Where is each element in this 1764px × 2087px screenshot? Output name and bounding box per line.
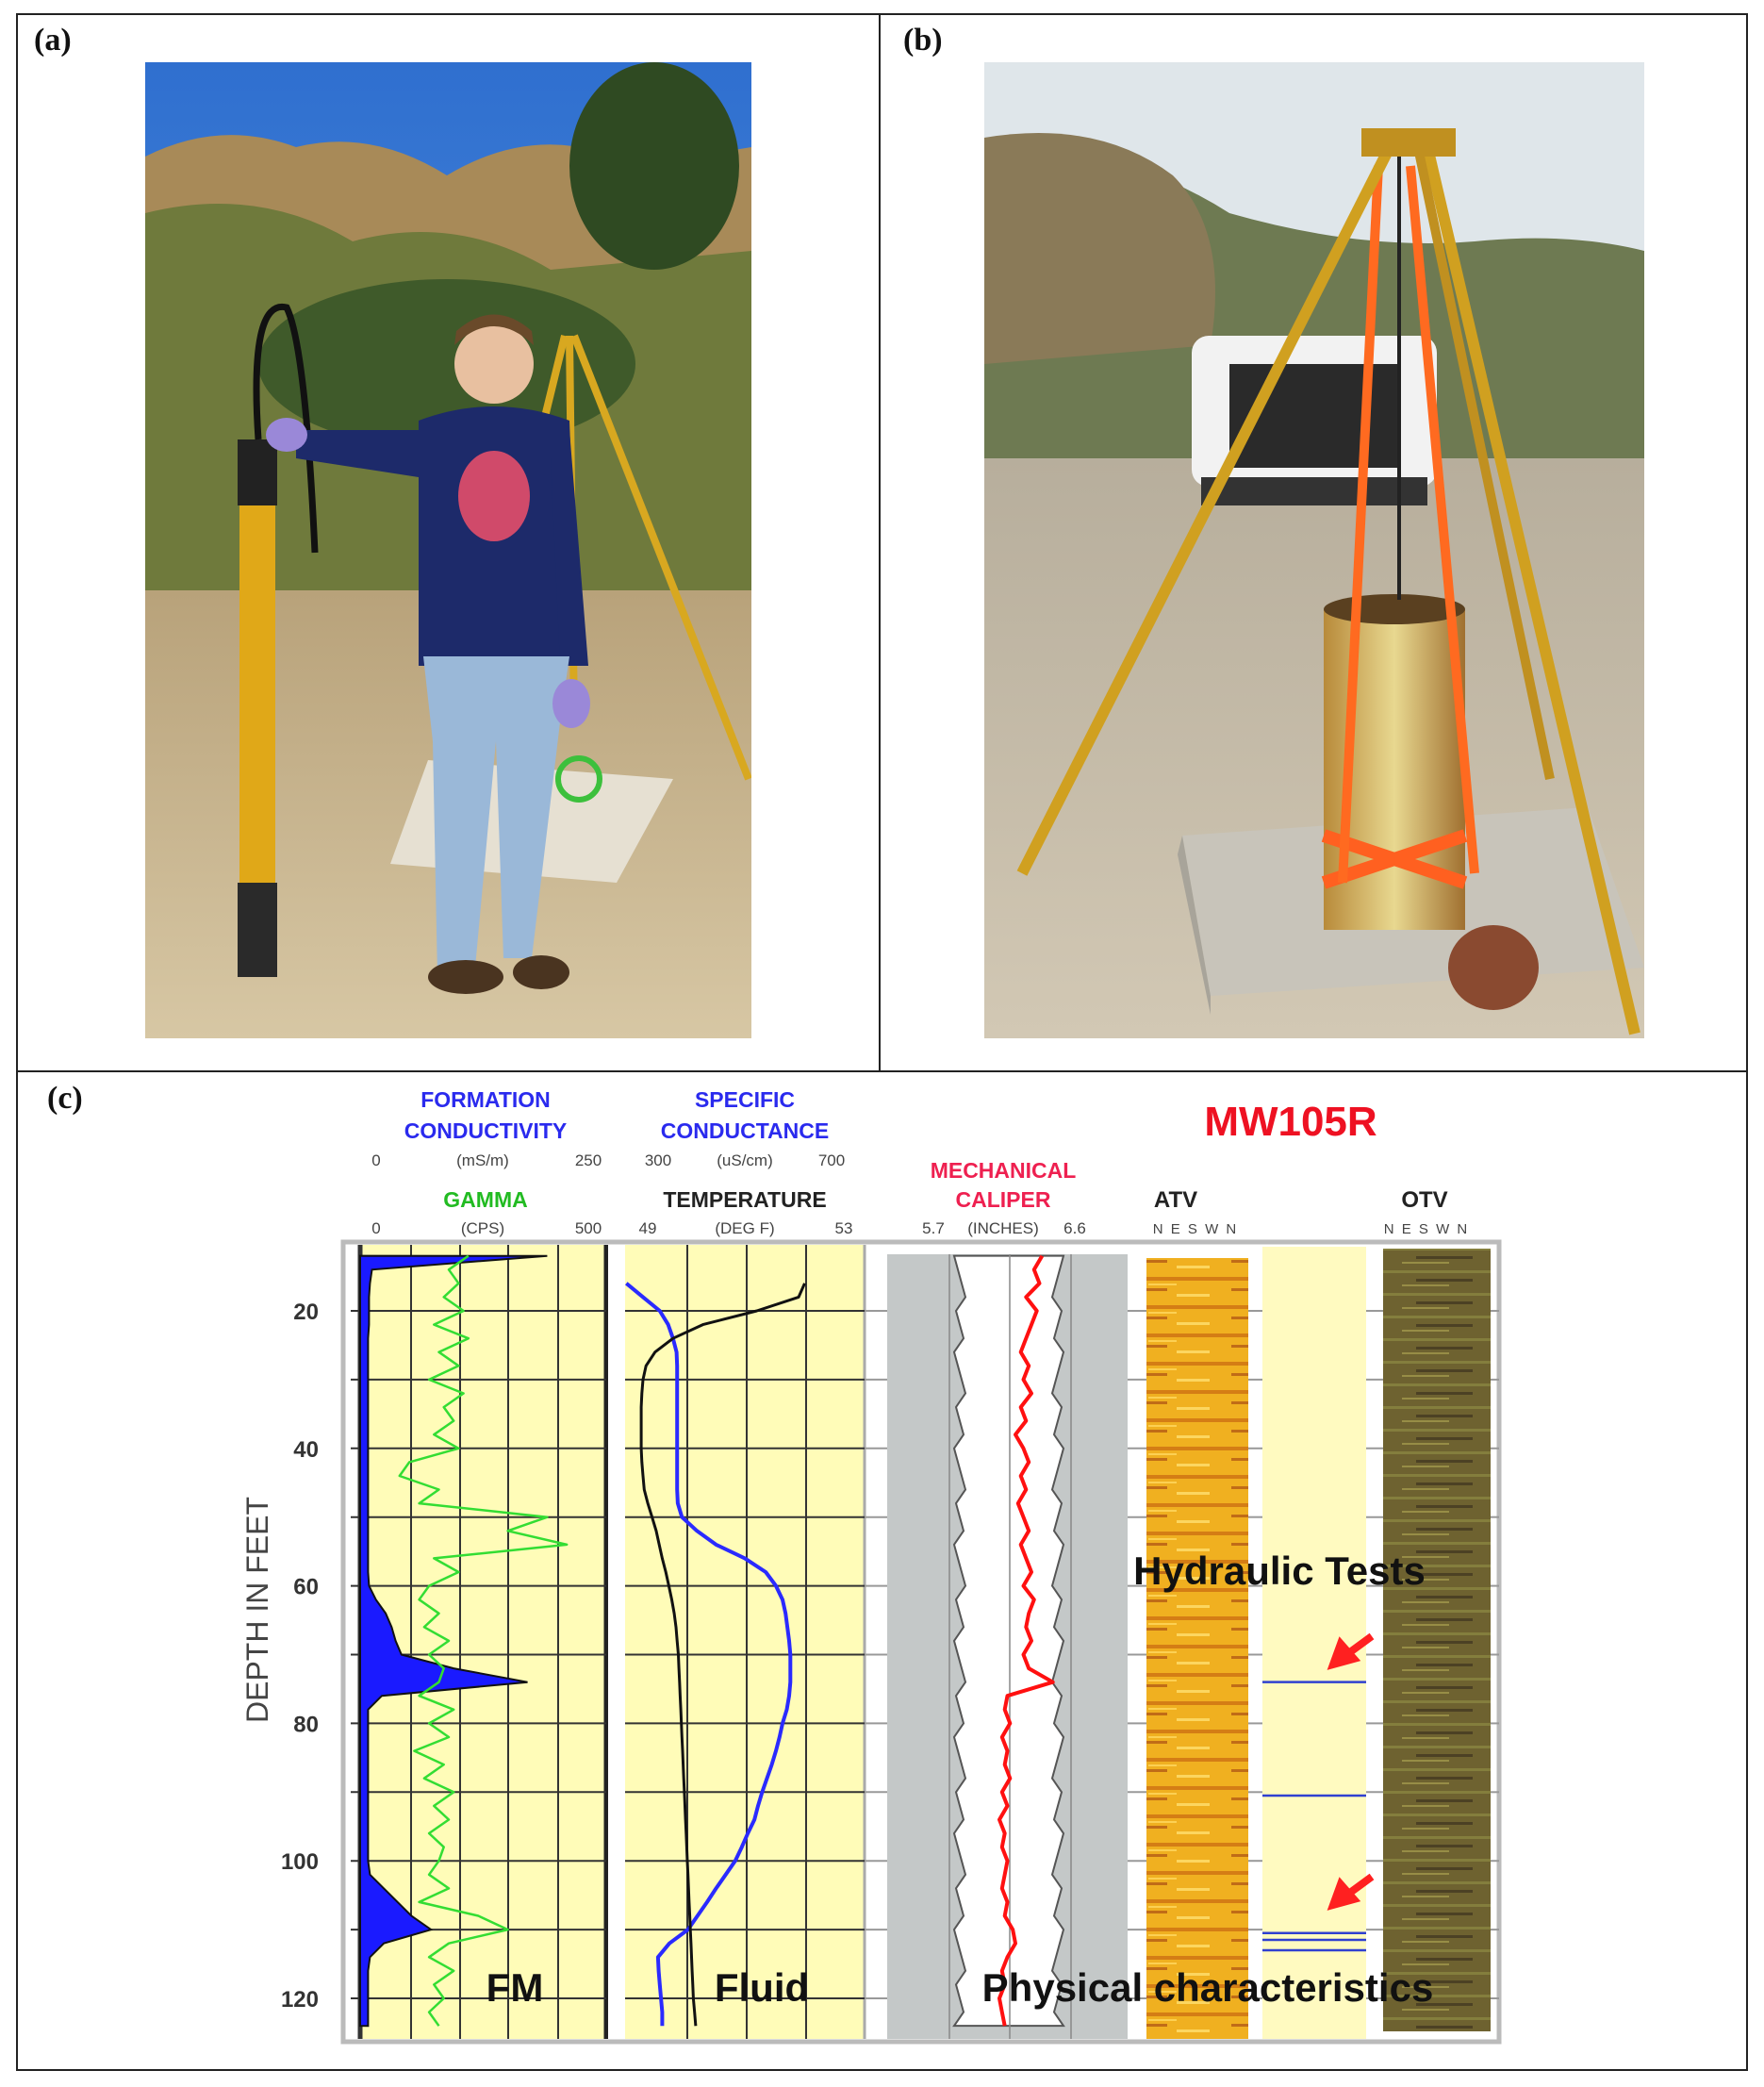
panel-divider-horizontal <box>16 1070 1748 1072</box>
arrow-icon <box>1327 1873 1375 1911</box>
fc-title-line1: FORMATION <box>420 1087 551 1112</box>
track-otv <box>1383 1249 1491 2031</box>
arrow-icon <box>1327 1632 1375 1670</box>
figure-border <box>16 13 1748 2071</box>
depth-tick-label: 40 <box>293 1437 319 1463</box>
fc-unit: (mS/m) <box>456 1151 509 1169</box>
fc-max: 250 <box>575 1151 602 1169</box>
atv-orientation: N E S W N <box>1153 1221 1239 1237</box>
caliper-curve <box>997 1254 1055 2027</box>
gamma-curve <box>398 1254 569 2027</box>
fc-min: 0 <box>371 1151 380 1169</box>
temperature-curve <box>639 1283 806 2027</box>
caliper-title-line2: CALIPER <box>956 1187 1051 1212</box>
temp-min: 49 <box>639 1219 657 1237</box>
panel-divider-vertical <box>879 13 881 1071</box>
fm-track-label: FM <box>486 1965 544 2010</box>
temp-unit: (DEG F) <box>715 1219 774 1237</box>
panel-a-label: (a) <box>34 23 72 58</box>
formation-conductivity-fill <box>359 1254 548 2028</box>
caliper-min: 5.7 <box>922 1219 945 1237</box>
track-atv <box>1146 1258 1248 2039</box>
depth-axis-label: DEPTH IN FEET <box>240 1497 274 1723</box>
gamma-max: 500 <box>575 1219 602 1237</box>
caliper-unit: (INCHES) <box>967 1219 1039 1237</box>
depth-tick-label: 100 <box>281 1849 319 1875</box>
track-gap <box>608 1245 625 2039</box>
sc-max: 700 <box>818 1151 845 1169</box>
panel-c-label: (c) <box>47 1081 83 1116</box>
sc-title-line1: SPECIFIC <box>695 1087 795 1112</box>
track-fluid <box>625 1245 865 2039</box>
otv-title: OTV <box>1401 1187 1447 1213</box>
fluid-track-label: Fluid <box>715 1965 809 2010</box>
otv-orientation: N E S W N <box>1384 1221 1470 1237</box>
sc-unit: (uS/cm) <box>717 1151 773 1169</box>
gamma-title: GAMMA <box>443 1187 527 1212</box>
depth-tick-label: 120 <box>281 1987 319 2012</box>
caliper-title-line1: MECHANICAL <box>931 1158 1077 1183</box>
photo-tripod-over-well-casing <box>984 62 1644 1038</box>
panel-b-label: (b) <box>903 23 943 58</box>
fc-title-line2: CONDUCTIVITY <box>404 1118 568 1143</box>
chart-title: MW105R <box>1204 1099 1377 1145</box>
depth-tick-label: 20 <box>293 1300 319 1325</box>
depth-tick-label: 80 <box>293 1712 319 1737</box>
gamma-min: 0 <box>371 1219 380 1237</box>
specific-conductance-curve <box>625 1282 793 2027</box>
temp-max: 53 <box>835 1219 853 1237</box>
photo-person-holding-logging-probe <box>145 62 751 1038</box>
caliper-max: 6.6 <box>1063 1219 1086 1237</box>
track-hydraulic <box>1262 1247 1366 2039</box>
caliper-borehole-band <box>952 1254 1065 2028</box>
temperature-title: TEMPERATURE <box>663 1187 826 1212</box>
sc-min: 300 <box>645 1151 671 1169</box>
sc-title-line2: CONDUCTANCE <box>661 1118 829 1143</box>
depth-tick-label: 60 <box>293 1575 319 1600</box>
physical-characteristics-label: Physical characteristics <box>982 1965 1434 2010</box>
atv-title: ATV <box>1154 1187 1197 1213</box>
hydraulic-tests-label: Hydraulic Tests <box>1133 1549 1426 1593</box>
gamma-unit: (CPS) <box>461 1219 504 1237</box>
